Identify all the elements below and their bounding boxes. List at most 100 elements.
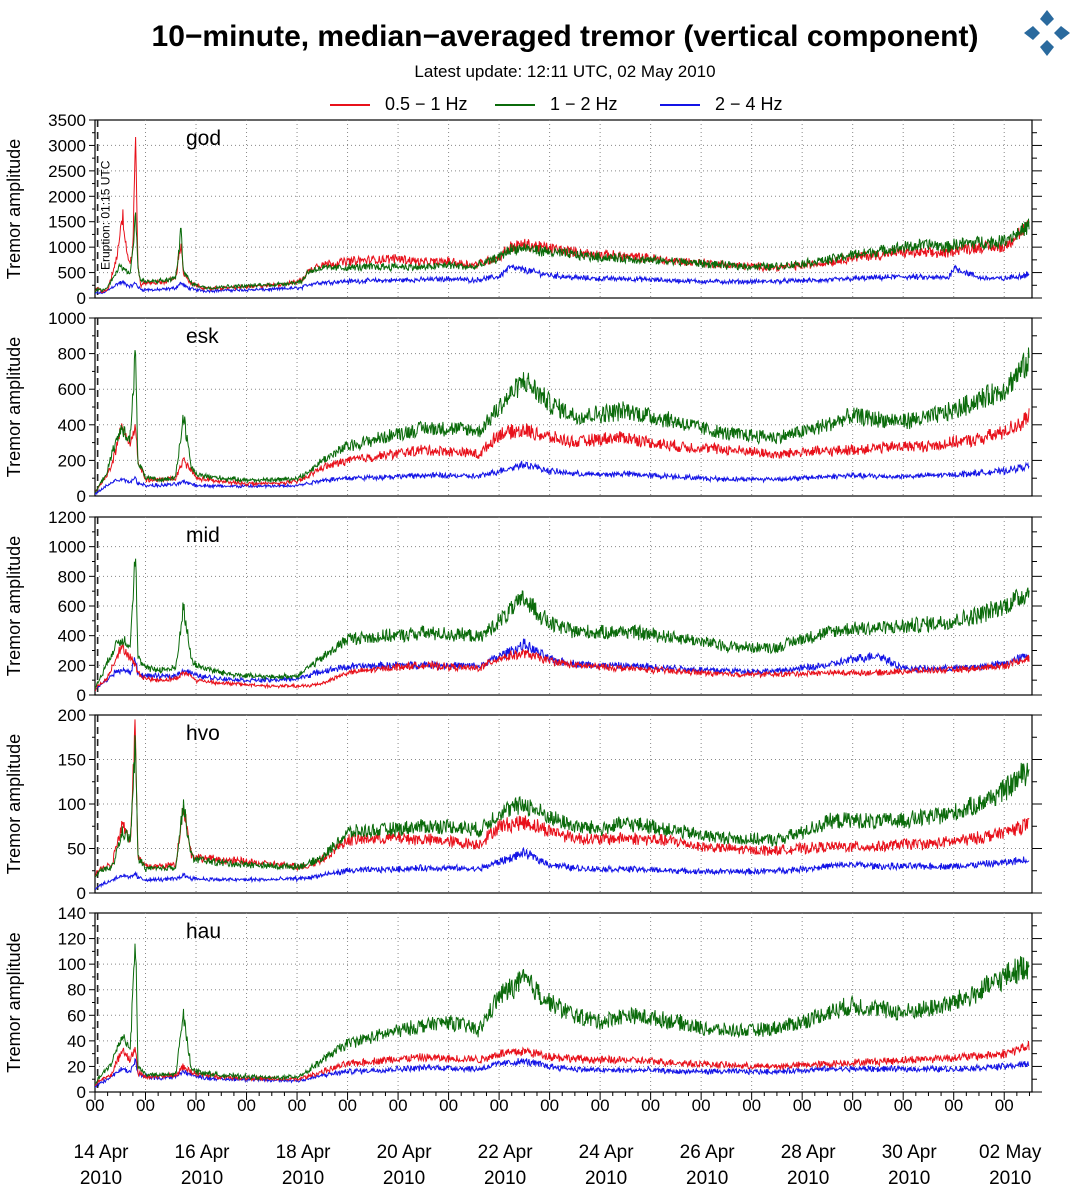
y-tick-label-mid: 400 (58, 627, 86, 646)
series-line-god-1 (95, 212, 1030, 294)
legend: 0.5 − 1 Hz 1 − 2 Hz 2 − 4 Hz (330, 92, 800, 118)
chart-title: 10−minute, median−averaged tremor (verti… (151, 20, 979, 53)
x-tick-year: 2010 (585, 1168, 627, 1189)
station-label-hau: hau (186, 920, 221, 943)
y-tick-label-mid: 1200 (48, 508, 86, 527)
station-label-hvo: hvo (186, 722, 220, 745)
legend-label: 0.5 − 1 Hz (385, 94, 468, 114)
x-tick-hour: 00 (793, 1096, 812, 1115)
chart-subtitle: Latest update: 12:11 UTC, 02 May 2010 (414, 62, 716, 81)
y-tick-label-hau: 40 (67, 1032, 86, 1051)
x-tick-hour: 00 (692, 1096, 711, 1115)
x-tick-date: 22 Apr (478, 1142, 534, 1163)
y-tick-label-mid: 600 (58, 597, 86, 616)
x-tick-hour: 00 (591, 1096, 610, 1115)
y-tick-label-esk: 600 (58, 380, 86, 399)
x-tick-hour: 00 (338, 1096, 357, 1115)
x-tick-hour: 00 (843, 1096, 862, 1115)
y-tick-label-hau: 20 (67, 1057, 86, 1076)
y-tick-label-mid: 0 (77, 686, 86, 705)
y-tick-label-god: 1500 (48, 213, 86, 232)
y-tick-label-hau: 100 (58, 955, 86, 974)
y-tick-label-hau: 80 (67, 981, 86, 1000)
x-tick-date: 16 Apr (175, 1142, 231, 1163)
y-tick-label-mid: 800 (58, 567, 86, 586)
x-tick-hour: 00 (641, 1096, 660, 1115)
x-tick-hour: 00 (995, 1096, 1014, 1115)
x-tick-hour: 00 (490, 1096, 509, 1115)
legend-swatch-red (330, 104, 370, 106)
y-axis-label-hvo: Tremor amplitude (4, 734, 24, 874)
eruption-label: Eruption: 01:15 UTC (99, 160, 113, 270)
series-line-mid-0 (95, 642, 1030, 692)
x-tick-year: 2010 (383, 1168, 425, 1189)
x-tick-date: 20 Apr (377, 1142, 433, 1163)
x-tick-date: 14 Apr (74, 1142, 130, 1163)
x-tick-hour: 00 (136, 1096, 155, 1115)
x-tick-hour: 00 (237, 1096, 256, 1115)
y-tick-label-hvo: 50 (67, 840, 86, 859)
x-tick-date: 30 Apr (882, 1142, 938, 1163)
series-line-god-0 (95, 136, 1030, 294)
legend-swatch-green (495, 104, 535, 106)
x-tick-date: 02 May (979, 1142, 1042, 1163)
x-tick-date: 26 Apr (680, 1142, 736, 1163)
y-tick-label-hau: 0 (77, 1083, 86, 1102)
x-tick-hour: 00 (894, 1096, 913, 1115)
x-tick-year: 2010 (989, 1168, 1031, 1189)
x-tick-year: 2010 (181, 1168, 223, 1189)
y-tick-label-hvo: 200 (58, 706, 86, 725)
y-axis-label-esk: Tremor amplitude (4, 337, 24, 477)
legend-label: 1 − 2 Hz (550, 94, 618, 114)
series-line-esk-0 (95, 408, 1030, 493)
x-tick-hour: 00 (540, 1096, 559, 1115)
y-tick-label-god: 3000 (48, 136, 86, 155)
x-tick-year: 2010 (80, 1168, 122, 1189)
x-tick-year: 2010 (686, 1168, 728, 1189)
series-line-mid-1 (95, 558, 1030, 690)
y-tick-label-god: 2000 (48, 187, 86, 206)
y-tick-label-esk: 200 (58, 451, 86, 470)
x-tick-hour: 00 (288, 1096, 307, 1115)
x-tick-year: 2010 (484, 1168, 526, 1189)
x-tick-hour: 00 (187, 1096, 206, 1115)
x-tick-hour: 00 (86, 1096, 105, 1115)
x-tick-year: 2010 (787, 1168, 829, 1189)
y-tick-label-god: 2500 (48, 162, 86, 181)
y-tick-label-mid: 200 (58, 656, 86, 675)
panel-frame-god (94, 119, 1033, 299)
y-tick-label-god: 500 (58, 264, 86, 283)
x-tick-year: 2010 (888, 1168, 930, 1189)
y-tick-label-hvo: 0 (77, 884, 86, 903)
x-tick-hour: 00 (742, 1096, 761, 1115)
x-tick-hour: 00 (944, 1096, 963, 1115)
x-tick-date: 28 Apr (781, 1142, 837, 1163)
series-line-esk-1 (95, 347, 1030, 493)
series-line-god-2 (95, 263, 1030, 295)
series-line-hau-1 (95, 943, 1030, 1084)
y-axis-label-mid: Tremor amplitude (4, 536, 24, 676)
y-tick-label-hau: 140 (58, 904, 86, 923)
y-axis-label-hau: Tremor amplitude (4, 932, 24, 1072)
y-tick-label-god: 0 (77, 289, 86, 308)
imo-logo-icon (1024, 10, 1070, 56)
series-line-hvo-1 (95, 735, 1030, 878)
x-tick-date: 18 Apr (276, 1142, 332, 1163)
legend-label: 2 − 4 Hz (715, 94, 783, 114)
series-line-esk-2 (95, 460, 1030, 496)
x-tick-date: 24 Apr (579, 1142, 635, 1163)
legend-swatch-blue (660, 104, 700, 106)
series-line-hvo-0 (95, 719, 1030, 877)
y-tick-label-god: 3500 (48, 111, 86, 130)
y-tick-label-god: 1000 (48, 238, 86, 257)
y-tick-label-esk: 0 (77, 487, 86, 506)
y-tick-label-esk: 400 (58, 416, 86, 435)
y-tick-label-mid: 1000 (48, 538, 86, 557)
station-label-mid: mid (186, 524, 220, 547)
x-tick-hour: 00 (439, 1096, 458, 1115)
y-tick-label-hvo: 100 (58, 795, 86, 814)
station-label-esk: esk (186, 325, 219, 348)
y-tick-label-hau: 120 (58, 930, 86, 949)
y-tick-label-hau: 60 (67, 1006, 86, 1025)
